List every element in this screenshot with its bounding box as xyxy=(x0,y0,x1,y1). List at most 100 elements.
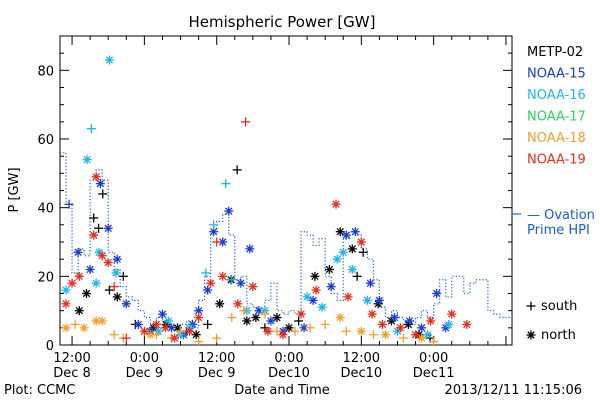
point-metp-02-north xyxy=(324,264,334,274)
point-noaa-15-north xyxy=(133,319,143,329)
ovation-hpi-line xyxy=(60,152,512,332)
point-noaa-18-south xyxy=(260,309,270,319)
point-noaa-18-south xyxy=(109,330,119,340)
point-noaa-16-north xyxy=(163,316,173,326)
point-noaa-19-north xyxy=(462,319,472,329)
point-metp-02-north xyxy=(112,292,122,302)
point-metp-02-south xyxy=(232,165,242,175)
y-tick-label: 20 xyxy=(37,270,54,285)
point-metp-02-south xyxy=(352,271,362,281)
footer-right: 2013/12/11 11:15:06 xyxy=(445,383,582,398)
point-noaa-15-north xyxy=(326,282,336,292)
point-noaa-15-north xyxy=(266,316,276,326)
x-tick-label: 0:00 xyxy=(419,351,448,366)
point-noaa-16-south xyxy=(227,275,237,285)
x-tick-date-label: Dec 8 xyxy=(53,366,91,381)
x-tick-date-label: Dec10 xyxy=(340,366,382,381)
x-tick-label: 12:00 xyxy=(198,351,235,366)
point-noaa-19-south xyxy=(121,333,131,343)
point-noaa-15-north xyxy=(103,223,113,233)
x-tick-label: 12:00 xyxy=(53,351,90,366)
point-noaa-19-south xyxy=(212,237,222,247)
legend-marker-label: north xyxy=(541,328,576,343)
x-tick-label: 0:00 xyxy=(274,351,303,366)
point-noaa-15-north xyxy=(350,227,360,237)
legend-item: METP-02 xyxy=(527,45,583,60)
legend-item: NOAA-15 xyxy=(527,67,586,82)
point-noaa-18-north xyxy=(97,316,107,326)
point-noaa-19-north xyxy=(218,271,228,281)
point-noaa-16-north xyxy=(332,254,342,264)
x-tick-date-label: Dec 9 xyxy=(198,366,236,381)
legend-marker-south: south xyxy=(526,299,577,314)
point-noaa-19-north xyxy=(91,172,101,182)
point-noaa-16-north xyxy=(302,292,312,302)
point-noaa-15-north xyxy=(405,316,415,326)
point-noaa-18-south xyxy=(151,330,161,340)
point-noaa-16-north xyxy=(104,55,114,65)
plot-frame xyxy=(59,35,513,346)
point-noaa-19-north xyxy=(233,299,243,309)
point-noaa-16-north xyxy=(347,264,357,274)
point-noaa-19-north xyxy=(97,251,107,261)
legend-marker-symbol xyxy=(526,330,536,340)
y-tick-label: 40 xyxy=(37,202,54,217)
point-noaa-19-north xyxy=(426,316,436,326)
point-noaa-19-north xyxy=(206,278,216,288)
point-noaa-15-north xyxy=(157,309,167,319)
point-noaa-19-north xyxy=(61,299,71,309)
point-noaa-19-north xyxy=(311,285,321,295)
legend-item: NOAA-18 xyxy=(527,131,586,146)
point-metp-02-north xyxy=(74,306,84,316)
y-axis-label: P [GW] xyxy=(7,167,22,212)
point-noaa-19-north xyxy=(377,319,387,329)
point-metp-02-north xyxy=(310,271,320,281)
point-noaa-15-north xyxy=(112,254,122,264)
legend-ovation-line1: — Ovation xyxy=(527,208,595,223)
point-noaa-15-north xyxy=(389,313,399,323)
point-noaa-18-north xyxy=(380,330,390,340)
point-noaa-15-north xyxy=(73,247,83,257)
point-noaa-16-north xyxy=(82,155,92,165)
point-noaa-19-north xyxy=(411,330,421,340)
point-noaa-19-north xyxy=(278,330,288,340)
point-metp-02-south xyxy=(104,285,114,295)
point-noaa-19-north xyxy=(67,278,77,288)
point-noaa-16-south xyxy=(209,220,219,230)
point-metp-02-north xyxy=(191,330,201,340)
point-noaa-19-north xyxy=(170,333,180,343)
point-noaa-16-south xyxy=(221,179,231,189)
point-noaa-18-south xyxy=(341,326,351,336)
point-noaa-18-north xyxy=(61,323,71,333)
point-noaa-18-south xyxy=(368,330,378,340)
point-metp-02-south xyxy=(203,319,213,329)
point-noaa-18-south xyxy=(227,313,237,323)
point-metp-02-south xyxy=(89,213,99,223)
point-noaa-16-north xyxy=(317,302,327,312)
point-noaa-18-south xyxy=(290,326,300,336)
point-noaa-15-north xyxy=(245,244,255,254)
point-noaa-19-north xyxy=(263,326,273,336)
y-tick-label: 80 xyxy=(37,64,54,79)
point-noaa-18-north xyxy=(335,313,345,323)
point-noaa-18-south xyxy=(70,319,80,329)
point-noaa-15-north xyxy=(365,278,375,288)
point-noaa-19-north xyxy=(447,309,457,319)
point-metp-02-north xyxy=(242,316,252,326)
point-metp-02-south xyxy=(98,189,108,199)
legend: METP-02 NOAA-15 NOAA-16 NOAA-17 NOAA-18 NOAA-… xyxy=(512,45,595,343)
point-noaa-18-south xyxy=(239,306,249,316)
point-noaa-16-south xyxy=(86,124,96,134)
legend-marker-symbol xyxy=(526,301,536,311)
point-noaa-18-north xyxy=(79,323,89,333)
legend-item: NOAA-19 xyxy=(527,153,586,168)
point-noaa-19-north xyxy=(160,323,170,333)
point-noaa-15-north xyxy=(121,299,131,309)
x-tick-date-label: Dec 9 xyxy=(126,366,164,381)
point-metp-02-north xyxy=(284,323,294,333)
point-noaa-19-north xyxy=(194,313,204,323)
point-noaa-15-north xyxy=(203,285,213,295)
point-noaa-19-north xyxy=(296,309,306,319)
point-noaa-19-north xyxy=(356,237,366,247)
